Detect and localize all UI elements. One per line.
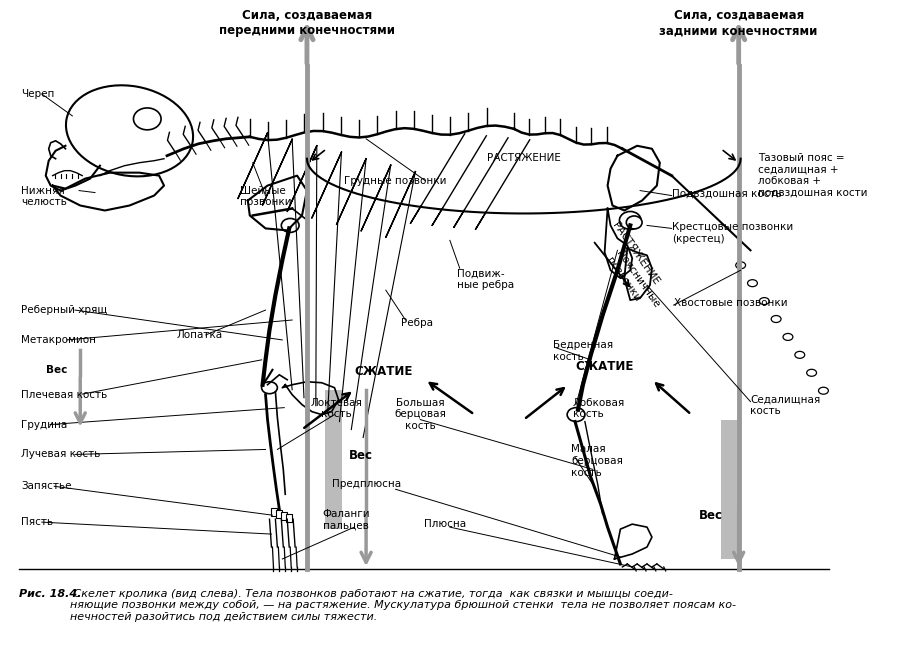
- Text: Нижняя
челюсть: Нижняя челюсть: [21, 186, 67, 207]
- Text: Сила, создаваемая
передними конечностями: Сила, создаваемая передними конечностями: [219, 9, 395, 38]
- Text: Скелет кролика (вид слева). Тела позвонков работают на сжатие, тогда  как связки: Скелет кролика (вид слева). Тела позвонк…: [71, 589, 736, 622]
- Text: СЖАТИЕ: СЖАТИЕ: [354, 365, 413, 378]
- Ellipse shape: [627, 216, 642, 229]
- Text: Реберный хрящ: Реберный хрящ: [21, 305, 107, 315]
- Text: РАСТЯЖЕНИЕ: РАСТЯЖЕНИЕ: [611, 221, 661, 287]
- Text: Рис. 18.4.: Рис. 18.4.: [19, 589, 82, 599]
- Text: Плюсна: Плюсна: [424, 519, 466, 529]
- Text: Метакромион: Метакромион: [21, 335, 96, 345]
- Ellipse shape: [567, 408, 585, 422]
- Text: Поясничные
позвонки: Поясничные позвонки: [605, 248, 661, 316]
- Text: СЖАТИЕ: СЖАТИЕ: [575, 360, 634, 373]
- Polygon shape: [625, 248, 652, 300]
- Ellipse shape: [262, 382, 278, 393]
- Text: Хвостовые позвонки: Хвостовые позвонки: [673, 298, 787, 308]
- Text: Вес: Вес: [46, 365, 67, 375]
- Polygon shape: [282, 382, 339, 415]
- Text: Грудина: Грудина: [21, 420, 68, 430]
- Text: Плечевая кость: Плечевая кость: [21, 389, 107, 400]
- Text: Шейные
позвонки: Шейные позвонки: [240, 186, 291, 207]
- Ellipse shape: [281, 219, 299, 232]
- Text: Седалищная
кость: Седалищная кость: [750, 395, 821, 416]
- Text: Пясть: Пясть: [21, 517, 53, 527]
- Bar: [277, 510, 282, 518]
- Polygon shape: [248, 175, 307, 230]
- Text: Запястье: Запястье: [21, 481, 71, 491]
- Text: Большая
берцовая
кость: Большая берцовая кость: [395, 398, 446, 431]
- Text: Вес: Вес: [699, 509, 723, 522]
- Text: Фаланги
пальцев: Фаланги пальцев: [322, 509, 370, 531]
- Text: Ребра: Ребра: [400, 318, 432, 328]
- Text: Грудные позвонки: Грудные позвонки: [344, 175, 447, 186]
- Text: РАСТЯЖЕНИЕ: РАСТЯЖЕНИЕ: [487, 153, 561, 163]
- Text: Лобковая
кость: Лобковая кость: [573, 398, 626, 419]
- Bar: [721, 420, 738, 559]
- Text: Лопатка: Лопатка: [177, 330, 223, 340]
- Text: Подвиж-
ные ребра: Подвиж- ные ребра: [457, 269, 514, 290]
- Text: Локтевая
кость: Локтевая кость: [311, 398, 363, 419]
- Text: Сила, создаваемая
задними конечностями: Сила, создаваемая задними конечностями: [660, 9, 818, 38]
- Bar: [324, 389, 343, 529]
- Bar: [271, 508, 278, 516]
- Text: Подвздошная кость: Подвздошная кость: [671, 188, 781, 199]
- Bar: [286, 514, 292, 522]
- Text: Лучевая кость: Лучевая кость: [21, 450, 101, 459]
- Text: Предплюсна: Предплюсна: [332, 479, 400, 489]
- Text: Череп: Череп: [21, 89, 54, 99]
- Text: Бедренная
кость: Бедренная кость: [553, 340, 614, 362]
- Polygon shape: [615, 524, 652, 559]
- Text: Крестцовые позвонки
(крестец): Крестцовые позвонки (крестец): [671, 223, 793, 244]
- Polygon shape: [607, 146, 660, 210]
- Text: Тазовый пояс =
седалищная +
лобковая +
подвздошная кости: Тазовый пояс = седалищная + лобковая + п…: [758, 153, 867, 197]
- Ellipse shape: [619, 212, 641, 230]
- Bar: [281, 512, 288, 520]
- Text: Малая
берцовая
кость: Малая берцовая кость: [571, 444, 623, 477]
- Ellipse shape: [66, 85, 193, 177]
- Text: Вес: Вес: [349, 450, 373, 463]
- Polygon shape: [605, 208, 632, 278]
